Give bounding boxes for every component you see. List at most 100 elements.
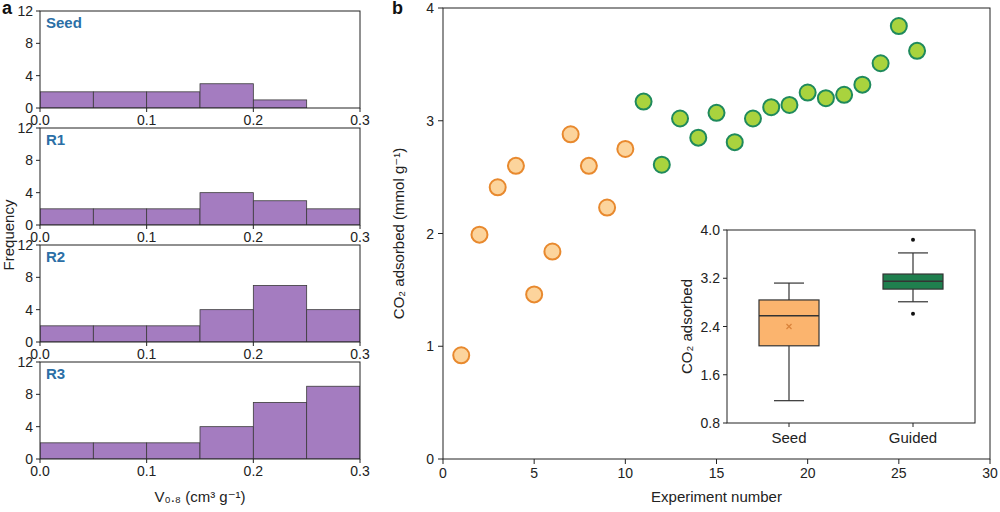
scatter-point <box>854 77 870 93</box>
scatter-point <box>909 43 925 59</box>
hist-bar <box>93 209 146 225</box>
y-tick-label: 12 <box>17 354 33 370</box>
x-tick-label: 0.3 <box>350 229 370 245</box>
cap-low <box>774 400 804 401</box>
y-tick <box>438 8 443 9</box>
y-tick <box>36 225 40 226</box>
y-tick-label: 2 <box>426 226 434 242</box>
y-tick-label: 12 <box>17 120 33 136</box>
panel-label: a <box>2 0 13 18</box>
y-tick-label: 12 <box>17 3 33 19</box>
y-tick-label: 8 <box>25 269 33 285</box>
boxes <box>759 238 943 401</box>
scatter-point <box>471 227 487 243</box>
scatter-point <box>654 157 670 173</box>
y-tick <box>36 128 40 129</box>
x-tick-label: 0.0 <box>30 112 50 128</box>
x-tick-label: 0.2 <box>244 463 264 479</box>
scatter-point <box>453 347 469 363</box>
scatter-point <box>763 99 779 115</box>
y-tick <box>723 374 727 375</box>
y-tick <box>723 278 727 279</box>
x-axis-label: Experiment number <box>651 488 782 505</box>
hist-bar <box>93 443 146 459</box>
y-tick <box>438 233 443 234</box>
hist-bar <box>40 443 93 459</box>
box <box>759 300 819 346</box>
bars <box>40 193 360 225</box>
scatter-point <box>544 244 560 260</box>
x-tick-label: 30 <box>982 465 998 481</box>
panel-title: R2 <box>46 248 65 265</box>
scatter-point <box>891 18 907 34</box>
y-tick-label: 8 <box>25 35 33 51</box>
scatter-point <box>672 110 688 126</box>
panel-title: Seed <box>46 14 82 31</box>
bars <box>40 285 360 342</box>
box-inset: 0.81.62.43.24.0SeedGuidedCO₂ adsorbed <box>678 222 975 446</box>
hist-bar <box>200 427 253 459</box>
y-tick <box>723 423 727 424</box>
frame <box>40 11 360 108</box>
cap-high <box>898 252 928 253</box>
y-tick-label: 12 <box>17 237 33 253</box>
whisker-high <box>788 283 789 300</box>
y-tick <box>36 245 40 246</box>
hist-bar <box>253 285 306 342</box>
whisker-high <box>912 253 913 274</box>
y-tick <box>438 346 443 347</box>
x-tick-label: 0.3 <box>350 112 370 128</box>
x-tick-label: 0.3 <box>350 463 370 479</box>
y-tick <box>36 342 40 343</box>
hist-bar <box>147 209 200 225</box>
x-tick-label: 0.0 <box>30 463 50 479</box>
outlier <box>911 312 915 316</box>
scatter-point <box>709 105 725 121</box>
panel-title: R3 <box>46 365 65 382</box>
panel-label: b <box>392 0 403 18</box>
scatter-point <box>581 158 597 174</box>
x-tick <box>716 459 717 464</box>
hist-bar <box>307 310 360 342</box>
frame <box>443 8 990 459</box>
frame <box>40 245 360 342</box>
x-tick-label: 20 <box>800 465 816 481</box>
scatter-point <box>563 126 579 142</box>
x-tick-label: 0.1 <box>137 346 157 362</box>
x-tick-label: 0.2 <box>244 229 264 245</box>
x-tick-label: 0.0 <box>30 346 50 362</box>
mean <box>787 324 792 329</box>
box <box>883 274 943 289</box>
x-tick <box>898 459 899 464</box>
x-tick-label: 0.2 <box>244 112 264 128</box>
hist-bar <box>93 326 146 342</box>
y-tick-label: 3 <box>426 113 434 129</box>
y-tick-label: 4 <box>25 419 33 435</box>
y-tick <box>36 192 40 193</box>
y-tick <box>36 362 40 363</box>
x-tick-label: 0.1 <box>137 463 157 479</box>
hist-bar <box>147 92 200 108</box>
y-tick <box>36 277 40 278</box>
figure: 048120.00.10.20.3SeedFrequencya048120.00… <box>0 0 1000 512</box>
y-axis-label: CO₂ adsorbed (mmol g⁻¹) <box>390 148 407 319</box>
outlier <box>911 238 915 242</box>
y-tick-label: 1.6 <box>701 367 721 383</box>
hist-bar <box>40 209 93 225</box>
x-tick <box>534 459 535 464</box>
hist-bar <box>253 100 306 108</box>
x-tick <box>913 423 914 427</box>
hist-bar <box>307 209 360 225</box>
hist-bar <box>200 84 253 108</box>
y-tick <box>36 394 40 395</box>
hist-bar <box>40 92 93 108</box>
bars <box>40 386 360 459</box>
x-tick-label: 0.2 <box>244 346 264 362</box>
y-tick <box>36 11 40 12</box>
scatter-point <box>617 141 633 157</box>
x-tick-label: 0.0 <box>30 229 50 245</box>
y-axis-label: CO₂ adsorbed <box>678 279 695 374</box>
x-tick <box>625 459 626 464</box>
x-axis-label: V₀.₈ (cm³ g⁻¹) <box>154 488 245 505</box>
x-tick <box>443 459 444 464</box>
